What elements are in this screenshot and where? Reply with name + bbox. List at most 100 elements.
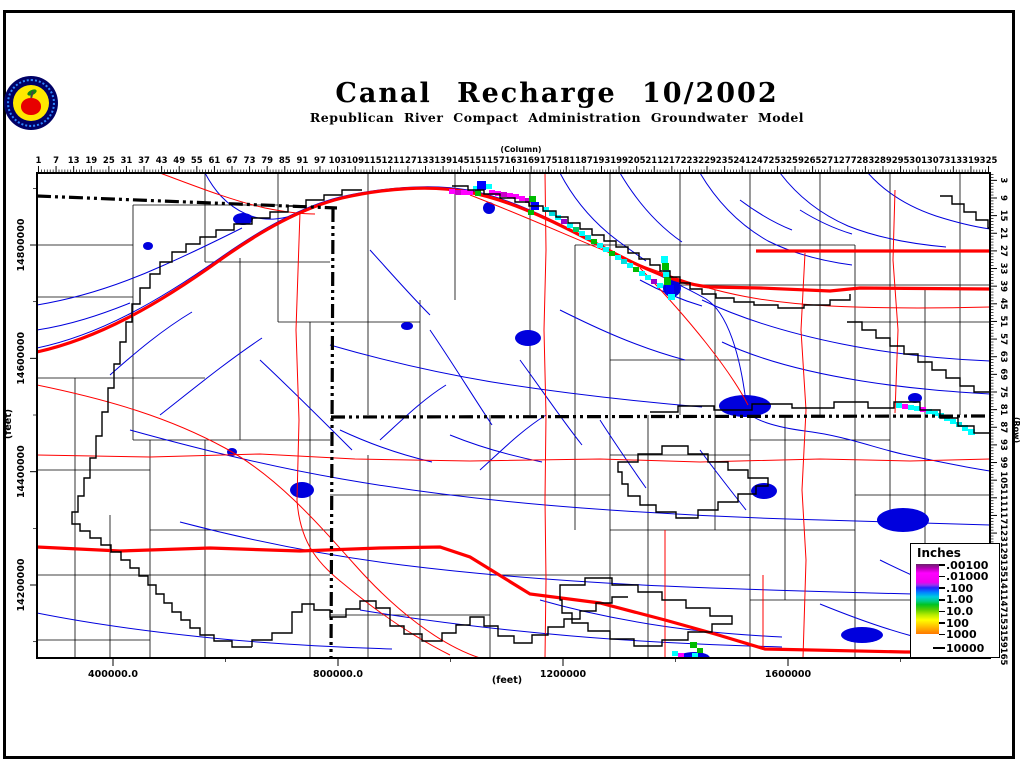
page-border	[3, 10, 1015, 759]
svg-text:7: 7	[53, 156, 59, 166]
apple-icon	[21, 98, 41, 115]
svg-text:175: 175	[540, 156, 558, 166]
row-axis: 3915212733394551576369758187939910511111…	[990, 174, 1021, 665]
legend-entry: .100	[939, 581, 974, 595]
column-axis: 1 7 13 19 25 31 37 43 49 55 61 67 73 79 85 91 97 103 109 11…	[36, 145, 998, 173]
svg-text:400000.0: 400000.0	[88, 669, 138, 680]
legend-tick	[939, 622, 945, 624]
svg-text:63: 63	[998, 351, 1008, 363]
legend-tick	[939, 599, 945, 601]
svg-text:123: 123	[998, 524, 1008, 542]
legend-tick	[939, 610, 945, 613]
rivers	[37, 173, 990, 652]
svg-text:253: 253	[769, 156, 787, 166]
svg-text:9: 9	[998, 195, 1008, 201]
svg-text:235: 235	[716, 156, 734, 166]
svg-text:81: 81	[998, 404, 1008, 416]
legend-entry: .01000	[939, 570, 989, 584]
svg-text:157: 157	[487, 156, 505, 166]
svg-text:159: 159	[998, 630, 1008, 648]
legend-entry: 10000	[933, 641, 985, 655]
legend-entry: 1000	[939, 628, 977, 642]
svg-text:97: 97	[314, 156, 326, 166]
svg-text:115: 115	[364, 156, 382, 166]
svg-text:93: 93	[998, 439, 1008, 451]
svg-text:73: 73	[244, 156, 256, 166]
legend-entry: 10.0	[939, 605, 973, 618]
legend-value: 10000	[946, 641, 985, 655]
svg-text:(Column): (Column)	[500, 145, 541, 154]
svg-text:277: 277	[839, 156, 857, 166]
svg-text:800000.0: 800000.0	[313, 669, 363, 680]
svg-text:43: 43	[156, 156, 168, 166]
svg-text:103: 103	[329, 156, 347, 166]
map-layers	[37, 173, 990, 658]
svg-text:139: 139	[434, 156, 452, 166]
svg-text:27: 27	[998, 245, 1008, 257]
state-borders	[37, 194, 990, 658]
rrca-logo	[4, 76, 58, 130]
svg-text:3: 3	[998, 177, 1008, 183]
svg-text:163: 163	[505, 156, 523, 166]
svg-text:313: 313	[944, 156, 962, 166]
svg-text:265: 265	[804, 156, 822, 166]
svg-text:193: 193	[593, 156, 611, 166]
svg-text:14600000: 14600000	[16, 332, 27, 385]
svg-text:217: 217	[663, 156, 681, 166]
svg-text:19: 19	[85, 156, 97, 166]
svg-text:295: 295	[892, 156, 910, 166]
svg-text:129: 129	[998, 542, 1008, 560]
svg-text:211: 211	[645, 156, 663, 166]
svg-text:57: 57	[998, 333, 1008, 345]
logo-ring-text	[7, 79, 55, 127]
svg-text:135: 135	[998, 559, 1008, 577]
svg-text:241: 241	[733, 156, 751, 166]
svg-text:31: 31	[121, 156, 133, 166]
legend-value: .00100	[946, 558, 989, 572]
svg-text:79: 79	[261, 156, 273, 166]
page-title: Canal Recharge 10/2002	[335, 78, 779, 109]
legend-value: .01000	[946, 570, 989, 584]
svg-text:75: 75	[998, 386, 1008, 398]
legend-color-bar	[916, 564, 939, 634]
canal-recharge-cells	[449, 181, 975, 658]
svg-text:121: 121	[381, 156, 399, 166]
svg-text:259: 259	[786, 156, 804, 166]
svg-text:229: 229	[698, 156, 716, 166]
svg-text:13: 13	[68, 156, 80, 166]
model-boundary	[71, 185, 990, 648]
svg-text:325: 325	[980, 156, 998, 166]
svg-text:319: 319	[962, 156, 980, 166]
svg-text:49: 49	[173, 156, 185, 166]
svg-text:301: 301	[909, 156, 927, 166]
svg-text:223: 223	[681, 156, 699, 166]
y-feet-axis: 14800000 14600000 14400000 14200000 (feet)	[3, 188, 37, 643]
svg-text:55: 55	[191, 156, 203, 166]
legend-tick	[939, 633, 945, 636]
page-subtitle: Republican River Compact Administration …	[309, 110, 805, 125]
legend-entry: 1.00	[939, 593, 973, 606]
svg-text:87: 87	[998, 421, 1008, 433]
svg-text:25: 25	[103, 156, 115, 166]
legend-value: 1000	[946, 628, 977, 642]
legend-title: Inches	[917, 546, 961, 560]
svg-text:45: 45	[998, 298, 1008, 310]
svg-text:289: 289	[874, 156, 892, 166]
svg-text:14200000: 14200000	[16, 558, 27, 611]
legend-tick	[939, 575, 945, 578]
svg-text:181: 181	[557, 156, 575, 166]
svg-text:14800000: 14800000	[16, 218, 27, 271]
svg-text:15: 15	[998, 210, 1008, 222]
svg-text:99: 99	[998, 457, 1008, 469]
svg-text:85: 85	[279, 156, 291, 166]
svg-text:117: 117	[998, 507, 1008, 525]
legend-tick	[939, 587, 945, 589]
svg-text:205: 205	[628, 156, 646, 166]
svg-text:(Row): (Row)	[1012, 417, 1021, 443]
svg-text:37: 37	[138, 156, 150, 166]
roads-highway	[37, 186, 990, 654]
svg-text:247: 247	[751, 156, 769, 166]
legend-value: .100	[946, 581, 974, 595]
svg-text:187: 187	[575, 156, 593, 166]
header: Canal Recharge 10/2002 Republican River …	[90, 78, 1024, 125]
